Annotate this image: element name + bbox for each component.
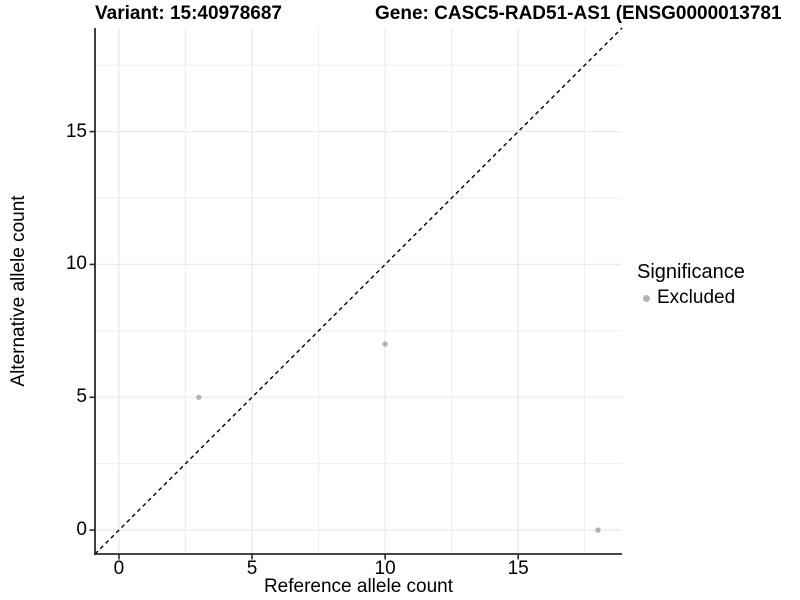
x-tick-label: 0 [113, 558, 125, 579]
x-axis-title: Reference allele count [263, 576, 454, 597]
legend: Significance Excluded [637, 260, 745, 309]
plot-title-gene: Gene: CASC5-RAD51-AS1 (ENSG0000013781 [375, 3, 782, 24]
legend-entry: Excluded [637, 287, 745, 309]
x-tick-label: 15 [507, 558, 529, 579]
legend-label: Excluded [657, 287, 736, 308]
y-tick-label: 5 [76, 386, 87, 408]
legend-point-icon [643, 294, 650, 302]
y-tick-label: 0 [76, 519, 87, 541]
y-tick-label: 15 [65, 120, 87, 142]
identity-dashed-line [94, 27, 623, 555]
data-point [382, 341, 388, 347]
data-point [196, 394, 202, 400]
legend-title: Significance [637, 261, 745, 283]
legend-entries: Excluded [637, 287, 745, 309]
x-tick-label: 5 [246, 558, 258, 579]
data-point [595, 527, 601, 533]
y-tick-label: 10 [65, 253, 87, 275]
plot-title-variant: Variant: 15:40978687 [95, 3, 282, 24]
y-axis-title: Alternative allele count [8, 195, 29, 387]
x-tick-label: 10 [374, 558, 396, 579]
